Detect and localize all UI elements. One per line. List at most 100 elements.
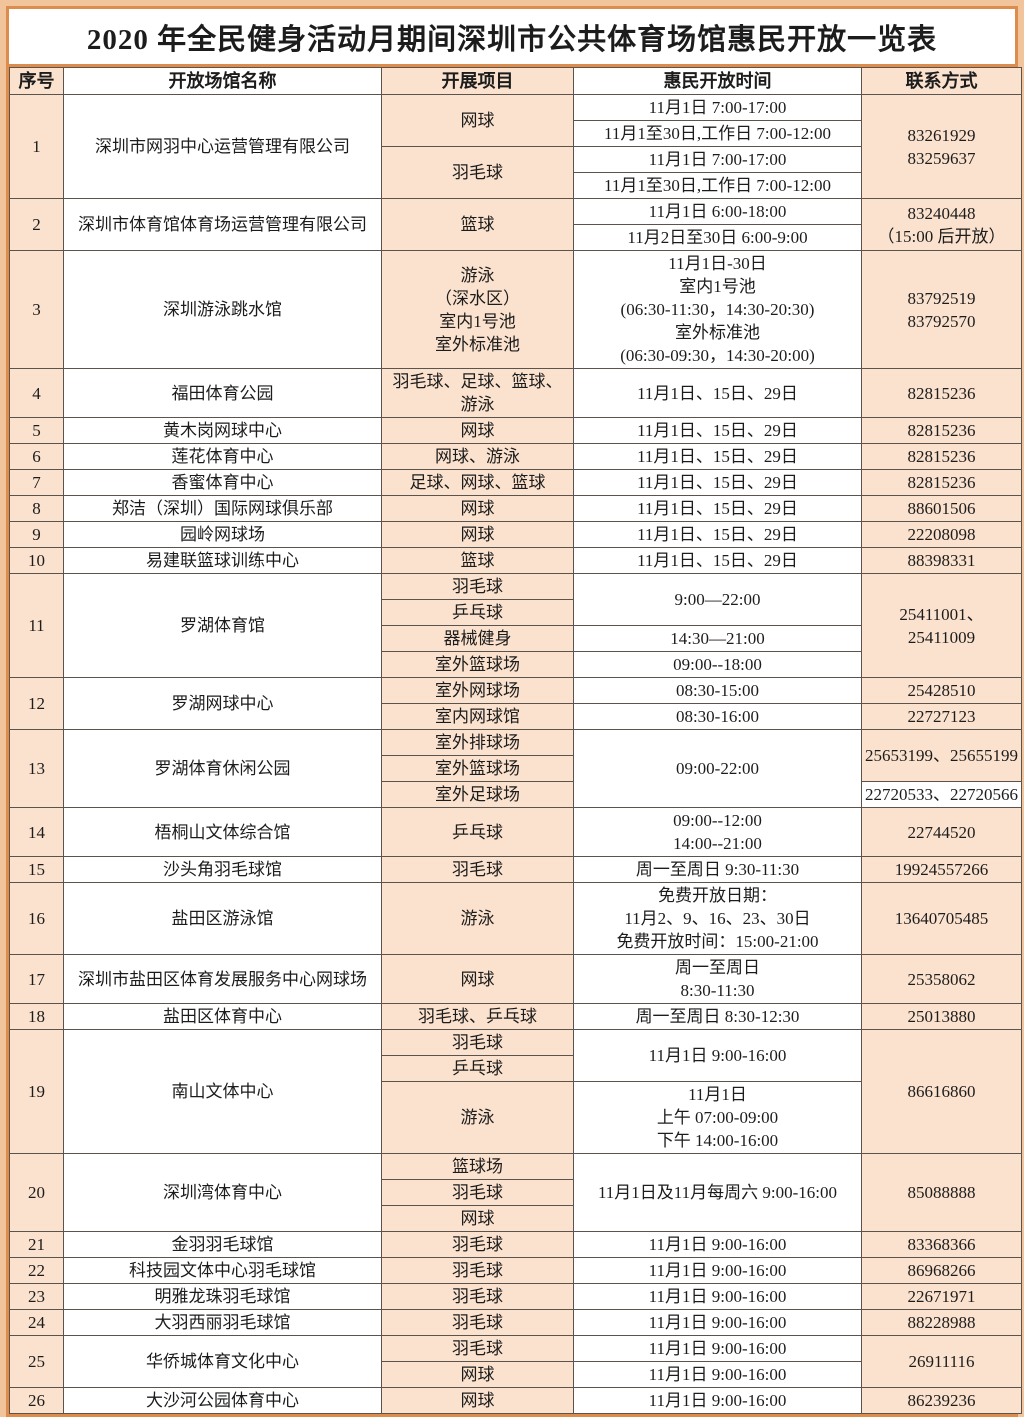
table-cell: 莲花体育中心 [63, 443, 382, 470]
table-cell: 08:30-16:00 [573, 703, 862, 730]
table-cell: 羽毛球 [381, 1257, 574, 1284]
table-cell: 08:30-15:00 [573, 677, 862, 704]
table-cell: 11月1日 9:00-16:00 [573, 1309, 862, 1336]
table-cell: 羽毛球 [381, 1335, 574, 1362]
table-row: 26 大沙河公园体育中心 网球 11月1日 9:00-16:00 86239236 [9, 1387, 1022, 1414]
column-header: 开放场馆名称 [63, 67, 382, 95]
table-cell: 园岭网球场 [63, 521, 382, 548]
table-cell: 14:30—21:00 [573, 625, 862, 652]
table-cell: 15 [9, 856, 64, 883]
table-cell: 网球 [381, 1387, 574, 1414]
table-cell: 7 [9, 469, 64, 496]
table-cell: 11月1日 9:00-16:00 [573, 1335, 862, 1362]
table-cell: 88228988 [861, 1309, 1022, 1336]
table-cell: 羽毛球、乒乓球 [381, 1003, 574, 1030]
table-row: 1 深圳市网羽中心运营管理有限公司 网球 11月1日 7:00-17:00 832619… [9, 94, 1022, 199]
table-cell: 5 [9, 417, 64, 444]
table-cell: 83240448 （15:00 后开放） [861, 198, 1022, 251]
table-cell: 郑洁（深圳）国际网球俱乐部 [63, 495, 382, 522]
table-cell: 大羽西丽羽毛球馆 [63, 1309, 382, 1336]
table-cell: 11月1日、15日、29日 [573, 469, 862, 496]
table-row: 羽毛球 11月1日 7:00-17:00 [10, 146, 1022, 199]
table-cell: 羽毛球 [381, 146, 574, 199]
table-cell: 11月1日 9:00-16:00 [573, 1231, 862, 1258]
column-header: 惠民开放时间 [573, 67, 862, 95]
table-cell: 羽毛球 [381, 856, 574, 883]
table-cell: 82815236 [861, 469, 1022, 496]
table-row: 器械健身 14:30—21:00 [10, 625, 1022, 652]
table-cell: 11月1日、15日、29日 [573, 417, 862, 444]
table-cell: 25428510 [861, 677, 1022, 704]
table-cell: 11月1日-30日 室内1号池 (06:30-11:30，14:30-20:30… [573, 250, 862, 369]
table-row: 6 莲花体育中心 网球、游泳 11月1日、15日、29日 82815236 [9, 443, 1022, 470]
table-cell: 13640705485 [861, 882, 1022, 955]
table-row: 室外足球场 22720533、22720566 [10, 781, 1022, 808]
table-row: 8 郑洁（深圳）国际网球俱乐部 网球 11月1日、15日、29日 88601506 [9, 495, 1022, 522]
header-row: 序号 开放场馆名称 开展项目 惠民开放时间 联系方式 [9, 67, 1022, 95]
table-cell: 85088888 [861, 1153, 1022, 1232]
table-cell: 网球 [381, 954, 574, 1004]
table-cell: 25358062 [861, 954, 1022, 1004]
table-cell: 周一至周日 8:30-12:30 [573, 1003, 862, 1030]
venues-table: 序号 开放场馆名称 开展项目 惠民开放时间 联系方式 1 深圳市网羽中心运营管理有限公司网… [9, 67, 1022, 1414]
table-cell: 4 [9, 368, 64, 418]
table-cell: 室外排球场 [381, 729, 574, 756]
table-row: 22 科技园文体中心羽毛球馆 羽毛球 11月1日 9:00-16:00 86968266 [9, 1257, 1022, 1284]
table-row: 5 黄木岗网球中心 网球 11月1日、15日、29日 82815236 [9, 417, 1022, 444]
table-row: 4 福田体育公园 羽毛球、足球、篮球、 游泳 11月1日、15日、29日 8281523… [9, 368, 1022, 418]
table-row: 11月1至30日,工作日 7:00-12:00 [10, 120, 1022, 147]
table-cell: 羽毛球 [381, 1179, 574, 1206]
table-cell: 金羽羽毛球馆 [63, 1231, 382, 1258]
table-row: 室外篮球场 [10, 755, 1022, 782]
table-cell: 梧桐山文体综合馆 [63, 807, 382, 857]
table-cell: 82815236 [861, 443, 1022, 470]
table-row: 12 罗湖网球中心 室外网球场 08:30-15:00 25428510 [9, 677, 1022, 730]
table-cell: 25 [9, 1335, 64, 1388]
table-cell: 网球 [381, 417, 574, 444]
table-cell: 11月1日及11月每周六 9:00-16:00 [573, 1153, 862, 1232]
table-cell: 09:00-22:00 [573, 729, 862, 808]
table-cell: 乒乓球 [381, 1055, 574, 1082]
table-row: 2 深圳市体育馆体育场运营管理有限公司 篮球 11月1日 6:00-18:00 8324… [9, 198, 1022, 251]
table-cell: 20 [9, 1153, 64, 1232]
table-cell: 11月1日 9:00-16:00 [573, 1257, 862, 1284]
table-cell: 室内网球馆 [381, 703, 574, 730]
table-cell: 室外网球场 [381, 677, 574, 704]
table-cell: 羽毛球 [381, 1309, 574, 1336]
table-cell: 罗湖网球中心 [63, 677, 382, 730]
table-cell: 盐田区游泳馆 [63, 882, 382, 955]
table-cell: 16 [9, 882, 64, 955]
table-cell: 篮球 [381, 198, 574, 251]
table-cell: 室外篮球场 [381, 755, 574, 782]
table-cell: 华侨城体育文化中心 [63, 1335, 382, 1388]
table-row: 17 深圳市盐田区体育发展服务中心网球场 网球 周一至周日 8:30-11:30 253… [9, 954, 1022, 1004]
table-cell: 09:00--18:00 [573, 651, 862, 678]
table-cell: 22208098 [861, 521, 1022, 548]
table-cell: 11月1日、15日、29日 [573, 495, 862, 522]
table-row: 羽毛球 [10, 1179, 1022, 1206]
table-cell: 25653199、25655199 [861, 729, 1022, 782]
table-cell: 9:00—22:00 [573, 573, 862, 626]
table-cell: 22744520 [861, 807, 1022, 857]
table-cell: 11月1日 9:00-16:00 [573, 1361, 862, 1388]
table-body: 1 深圳市网羽中心运营管理有限公司 网球 11月1日 7:00-17:00 832619… [9, 94, 1022, 1414]
table-cell: 网球 [381, 1205, 574, 1232]
table-cell: 足球、网球、篮球 [381, 469, 574, 496]
table-cell: 86239236 [861, 1387, 1022, 1414]
table-cell: 17 [9, 954, 64, 1004]
table-row: 乒乓球 [10, 599, 1022, 626]
table-cell: 3 [9, 250, 64, 369]
table-cell: 黄木岗网球中心 [63, 417, 382, 444]
table-cell: 13 [9, 729, 64, 808]
table-cell: 篮球 [381, 547, 574, 574]
table-cell: 网球 [381, 94, 574, 147]
table-cell: 南山文体中心 [63, 1029, 382, 1154]
table-cell: 室外足球场 [381, 781, 574, 808]
table-cell: 游泳 （深水区） 室内1号池 室外标准池 [381, 250, 574, 369]
table-cell: 83792519 83792570 [861, 250, 1022, 369]
table-cell: 易建联篮球训练中心 [63, 547, 382, 574]
table-cell: 21 [9, 1231, 64, 1258]
table-cell: 11月1日、15日、29日 [573, 443, 862, 470]
table-cell: 11 [9, 573, 64, 678]
table-cell: 11月1日 上午 07:00-09:00 下午 14:00-16:00 [573, 1081, 862, 1154]
